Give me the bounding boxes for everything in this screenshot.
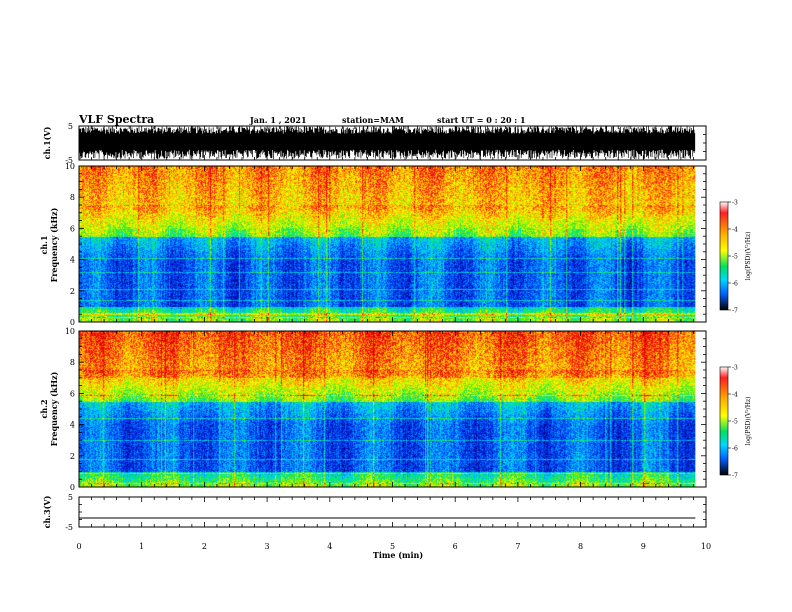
spectrogram-ch2-raster xyxy=(79,331,696,487)
time-tick-label: 8 xyxy=(578,542,583,551)
time-axis: 0 1 2 3 4 5 6 7 8 9 10 xyxy=(76,542,711,551)
colorbar-label: log(PSD)(V²/Hz) xyxy=(745,232,752,281)
y-tick-label: 6 xyxy=(70,389,75,398)
spectrogram-ch1-ylabel: Frequency (kHz) xyxy=(49,207,59,282)
colorbar-tick-label: -3 xyxy=(732,365,738,372)
y-tick-label: 4 xyxy=(70,256,75,265)
y-tick-label: -5 xyxy=(65,156,73,165)
colorbar-tick-label: -3 xyxy=(732,200,738,207)
waveform-ch3-y-axis: 5 -5 xyxy=(65,493,707,532)
time-tick-label: 10 xyxy=(701,542,711,551)
waveform-ch1-ylabel: ch.1(V) xyxy=(42,126,52,159)
y-tick-label: 10 xyxy=(65,162,75,171)
colorbar-ch2: -3 -4 -5 -6 -7 log(PSD)(V²/Hz) xyxy=(719,365,752,480)
spectrogram-ch1-raster xyxy=(79,166,696,322)
y-tick-label: 8 xyxy=(70,358,75,367)
y-tick-label: 6 xyxy=(70,224,75,233)
colorbar-tick-label: -6 xyxy=(732,446,738,453)
colorbar-tick-label: -5 xyxy=(732,419,738,426)
spectrogram-ch2-panel: 0 2 4 6 8 10 ch.2 Frequency (kHz) -3 -4 -5 -6 -7 l… xyxy=(39,327,752,492)
date-label: Jan. 1 , 2021 xyxy=(249,115,307,125)
time-axis-label: Time (min) xyxy=(373,550,423,560)
colorbar-tick-label: -4 xyxy=(732,392,738,399)
time-tick-label: 4 xyxy=(327,542,332,551)
y-tick-label: 5 xyxy=(68,122,73,131)
time-tick-label: 9 xyxy=(641,542,646,551)
station-label: station=MAM xyxy=(342,115,404,125)
spectrogram-ch1-panel: 0 2 4 6 8 10 ch.1 Frequency (kHz) -3 -4 -5 -6 -7 l… xyxy=(39,162,752,327)
y-tick-label: 10 xyxy=(65,327,75,336)
colorbar-tick-label: -6 xyxy=(732,281,738,288)
spectrogram-ch2-y-axis: 0 2 4 6 8 10 xyxy=(65,327,707,492)
waveform-ch1-panel: 5 -5 ch.1(V) xyxy=(42,122,707,165)
y-tick-label: 5 xyxy=(68,493,73,502)
spectrogram-ch2-channel-label: ch.2 xyxy=(39,399,49,418)
y-tick-label: -5 xyxy=(65,523,73,532)
colorbar-tick-label: -7 xyxy=(732,473,738,480)
y-tick-label: 8 xyxy=(70,193,75,202)
colorbar-gradient xyxy=(719,201,729,311)
waveform-ch1-path xyxy=(79,126,696,160)
figure-title: VLF Spectra xyxy=(78,113,154,126)
time-tick-label: 6 xyxy=(453,542,458,551)
time-tick-label: 5 xyxy=(390,542,395,551)
waveform-ch1-y-axis: 5 -5 xyxy=(65,122,707,165)
y-tick-label: 2 xyxy=(70,452,75,461)
waveform-ch1-trace xyxy=(79,126,696,160)
spectrogram-ch1-y-axis: 0 2 4 6 8 10 xyxy=(65,162,707,327)
y-tick-label: 4 xyxy=(70,421,75,430)
spectrogram-ch1-channel-label: ch.1 xyxy=(39,235,49,254)
spectrogram-ch2-ylabel: Frequency (kHz) xyxy=(49,371,59,446)
y-tick-label: 0 xyxy=(70,483,75,492)
colorbar-tick-label: -7 xyxy=(732,308,738,315)
start-time-label: start UT = 0 : 20 : 1 xyxy=(437,115,526,125)
time-tick-label: 0 xyxy=(76,542,81,551)
time-tick-label: 1 xyxy=(139,542,144,551)
y-tick-label: 0 xyxy=(70,318,75,327)
time-tick-label: 2 xyxy=(202,542,207,551)
waveform-ch3-ylabel: ch.3(V) xyxy=(42,495,52,528)
colorbar-gradient xyxy=(719,366,729,476)
colorbar-ch1: -3 -4 -5 -6 -7 log(PSD)(V²/Hz) xyxy=(719,200,752,315)
colorbar-tick-label: -5 xyxy=(732,254,738,261)
time-tick-label: 7 xyxy=(515,542,520,551)
colorbar-tick-label: -4 xyxy=(732,227,738,234)
y-tick-label: 2 xyxy=(70,287,75,296)
colorbar-label: log(PSD)(V²/Hz) xyxy=(745,397,752,446)
waveform-ch3-panel: 5 -5 ch.3(V) xyxy=(42,493,707,532)
time-tick-label: 3 xyxy=(265,542,270,551)
